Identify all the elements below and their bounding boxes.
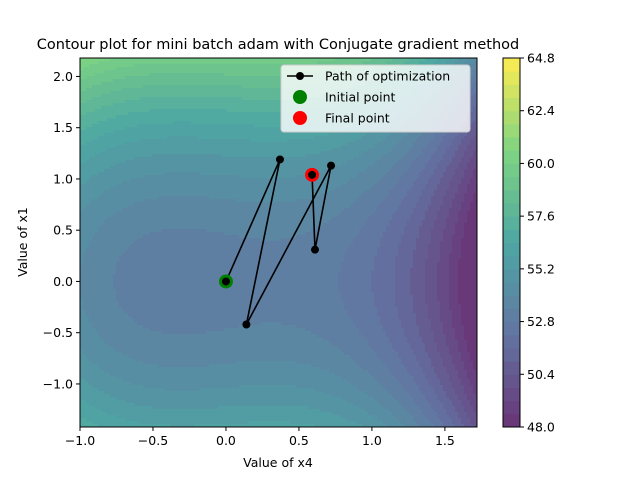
- x-tick-label: −1.0: [65, 433, 95, 448]
- colorbar-bands: [503, 58, 520, 428]
- y-tick-label: 2.0: [53, 69, 73, 84]
- legend-initial-marker: [293, 90, 307, 104]
- y-tick-label: −1.0: [43, 376, 73, 391]
- y-tick-label: −0.5: [43, 325, 73, 340]
- legend-final-marker: [293, 111, 307, 125]
- x-axis: −1.0 −0.5 0.0 0.5 1.0 1.5: [65, 427, 455, 448]
- x-axis-label: Value of x4: [243, 455, 313, 470]
- y-tick-label: 1.0: [53, 171, 73, 186]
- legend-path-label: Path of optimization: [325, 69, 450, 84]
- x-tick-label: 1.5: [435, 433, 455, 448]
- legend-path-marker: [296, 72, 304, 80]
- y-tick-label: 0.0: [53, 274, 73, 289]
- colorbar-tick-label: 64.8: [527, 51, 555, 66]
- x-tick-label: −0.5: [138, 433, 168, 448]
- contour-fills: [80, 58, 477, 427]
- colorbar-tick-label: 60.0: [527, 156, 555, 171]
- colorbar: 48.0 50.4 52.8 55.2 57.6 60.0 62.4 64.8: [502, 51, 555, 435]
- legend-box: [280, 64, 471, 133]
- colorbar-tick-label: 62.4: [527, 103, 555, 118]
- colorbar-tick-label: 48.0: [527, 420, 555, 435]
- y-axis-label: Value of x1: [15, 207, 30, 277]
- colorbar-tick-label: 57.6: [527, 209, 555, 224]
- path-point: [221, 277, 230, 286]
- path-point: [275, 155, 284, 164]
- x-tick-label: 0.5: [289, 433, 309, 448]
- legend-initial-label: Initial point: [325, 90, 396, 105]
- y-tick-label: 1.5: [53, 120, 73, 135]
- path-point: [327, 161, 336, 170]
- colorbar-tick-label: 52.8: [527, 314, 555, 329]
- y-axis: −1.0 −0.5 0.0 0.5 1.0 1.5 2.0: [43, 69, 80, 391]
- colorbar-tick-label: 55.2: [527, 261, 555, 276]
- colorbar-ticks: 48.0 50.4 52.8 55.2 57.6 60.0 62.4 64.8: [520, 51, 555, 435]
- path-point: [310, 245, 319, 254]
- optimization-path-layer: [218, 155, 336, 329]
- optimization-path-line: [225, 159, 332, 325]
- path-point: [308, 170, 317, 179]
- legend: Path of optimization Initial point Final…: [280, 64, 471, 133]
- colorbar-tick-label: 50.4: [527, 367, 555, 382]
- plot-frame: [79, 57, 478, 428]
- legend-final-label: Final point: [325, 111, 390, 126]
- y-tick-label: 0.5: [53, 223, 73, 238]
- x-tick-label: 1.0: [362, 433, 382, 448]
- x-tick-label: 0.0: [216, 433, 236, 448]
- path-point: [242, 320, 251, 329]
- chart-title: Contour plot for mini batch adam with Co…: [37, 37, 519, 53]
- colorbar-frame: [502, 57, 521, 428]
